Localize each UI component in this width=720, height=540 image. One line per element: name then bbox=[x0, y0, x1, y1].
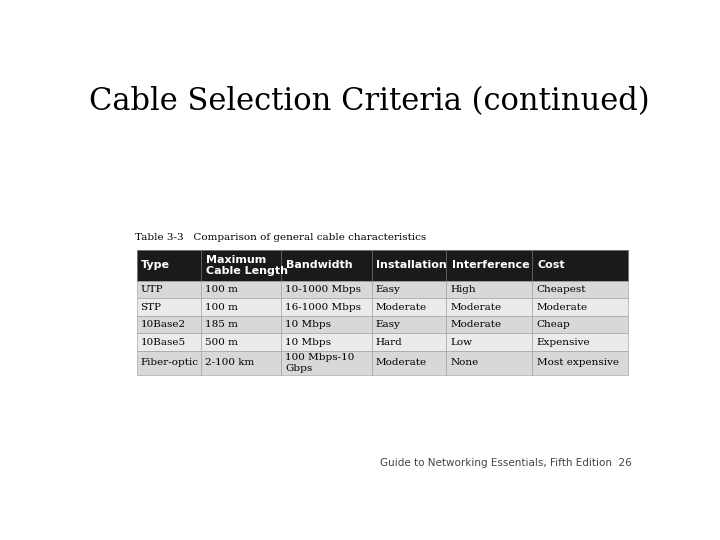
Bar bbox=[281, 351, 372, 375]
Bar bbox=[281, 281, 372, 299]
Text: Bandwidth: Bandwidth bbox=[287, 260, 353, 271]
Text: Interference: Interference bbox=[451, 260, 529, 271]
Text: Guide to Networking Essentials, Fifth Edition  26: Guide to Networking Essentials, Fifth Ed… bbox=[379, 458, 631, 468]
Text: Moderate: Moderate bbox=[451, 303, 502, 312]
Bar bbox=[201, 316, 281, 333]
Bar bbox=[281, 250, 372, 281]
Bar bbox=[532, 281, 629, 299]
Text: Cable Selection Criteria (continued): Cable Selection Criteria (continued) bbox=[89, 85, 649, 117]
Text: Moderate: Moderate bbox=[536, 303, 588, 312]
Bar bbox=[138, 299, 201, 316]
Text: 10 Mbps: 10 Mbps bbox=[285, 338, 331, 347]
Text: Easy: Easy bbox=[376, 320, 400, 329]
Bar bbox=[372, 281, 446, 299]
Text: 100 m: 100 m bbox=[205, 285, 238, 294]
Text: Installation: Installation bbox=[377, 260, 447, 271]
Bar bbox=[446, 281, 532, 299]
Text: Cheap: Cheap bbox=[536, 320, 570, 329]
Text: Moderate: Moderate bbox=[451, 320, 502, 329]
Bar bbox=[372, 250, 446, 281]
Bar bbox=[201, 351, 281, 375]
Bar bbox=[201, 299, 281, 316]
Text: 100 Mbps-10
Gbps: 100 Mbps-10 Gbps bbox=[285, 353, 355, 373]
Bar bbox=[532, 316, 629, 333]
Bar bbox=[446, 250, 532, 281]
Bar bbox=[532, 351, 629, 375]
Text: 500 m: 500 m bbox=[205, 338, 238, 347]
Text: 2-100 km: 2-100 km bbox=[205, 359, 254, 367]
Text: Easy: Easy bbox=[376, 285, 400, 294]
Text: STP: STP bbox=[140, 303, 161, 312]
Bar bbox=[446, 333, 532, 351]
Text: UTP: UTP bbox=[140, 285, 163, 294]
Bar bbox=[281, 333, 372, 351]
Bar bbox=[138, 250, 201, 281]
Bar bbox=[138, 333, 201, 351]
Bar bbox=[532, 333, 629, 351]
Bar bbox=[138, 351, 201, 375]
Bar bbox=[281, 299, 372, 316]
Text: Cheapest: Cheapest bbox=[536, 285, 586, 294]
Bar bbox=[372, 351, 446, 375]
Text: Low: Low bbox=[451, 338, 472, 347]
Bar bbox=[532, 299, 629, 316]
Text: Hard: Hard bbox=[376, 338, 402, 347]
Text: 16-1000 Mbps: 16-1000 Mbps bbox=[285, 303, 361, 312]
Text: 10-1000 Mbps: 10-1000 Mbps bbox=[285, 285, 361, 294]
Text: None: None bbox=[451, 359, 479, 367]
Text: Cost: Cost bbox=[538, 260, 565, 271]
Text: 10 Mbps: 10 Mbps bbox=[285, 320, 331, 329]
Bar bbox=[446, 316, 532, 333]
Bar bbox=[138, 281, 201, 299]
Text: Expensive: Expensive bbox=[536, 338, 590, 347]
Bar bbox=[201, 250, 281, 281]
Text: Maximum
Cable Length: Maximum Cable Length bbox=[206, 255, 288, 276]
Bar bbox=[446, 299, 532, 316]
Text: High: High bbox=[451, 285, 477, 294]
Text: 10Base5: 10Base5 bbox=[140, 338, 186, 347]
Bar bbox=[532, 250, 629, 281]
Text: Moderate: Moderate bbox=[376, 303, 427, 312]
Text: 100 m: 100 m bbox=[205, 303, 238, 312]
Text: Fiber-optic: Fiber-optic bbox=[140, 359, 199, 367]
Bar bbox=[372, 316, 446, 333]
Bar bbox=[281, 316, 372, 333]
Bar bbox=[201, 281, 281, 299]
Text: Table 3-3   Comparison of general cable characteristics: Table 3-3 Comparison of general cable ch… bbox=[135, 233, 426, 241]
Text: Moderate: Moderate bbox=[376, 359, 427, 367]
Bar bbox=[201, 333, 281, 351]
Bar bbox=[372, 333, 446, 351]
Text: 185 m: 185 m bbox=[205, 320, 238, 329]
Bar bbox=[446, 351, 532, 375]
Text: Most expensive: Most expensive bbox=[536, 359, 618, 367]
Text: Type: Type bbox=[141, 260, 170, 271]
Text: 10Base2: 10Base2 bbox=[140, 320, 186, 329]
Bar bbox=[138, 316, 201, 333]
Bar bbox=[372, 299, 446, 316]
